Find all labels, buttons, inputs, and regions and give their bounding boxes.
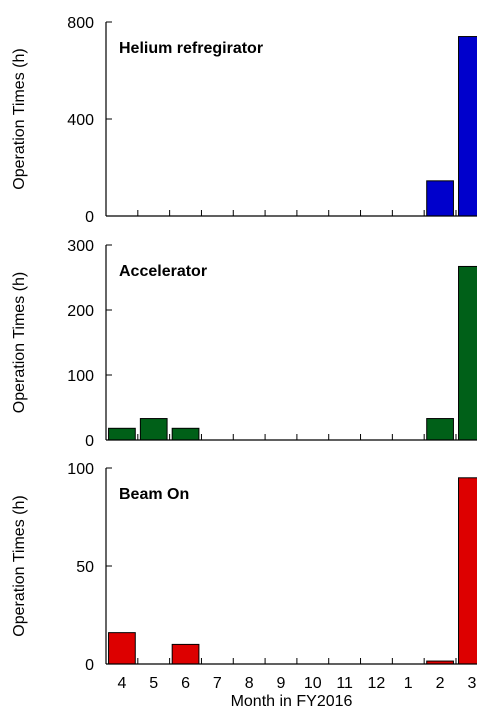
y-tick-label: 300 <box>67 238 94 255</box>
bar-3 <box>458 36 477 217</box>
bar-3 <box>458 477 477 665</box>
y-tick-label: 0 <box>85 657 94 674</box>
y-tick-label: 100 <box>67 461 94 478</box>
y-axis-label: Operation Times (h) <box>11 48 28 189</box>
y-tick-label: 800 <box>67 15 94 32</box>
y-tick-label: 400 <box>67 112 94 129</box>
panel-1: 0 400 800 Operation Times (h) Helium refregi… <box>11 15 477 226</box>
x-tick-label-9: 9 <box>277 675 286 692</box>
panel-3: 0 50 100 Operation Times (h) Beam On 4 5 6 7 8 9 10… <box>11 461 477 692</box>
x-tick-label-3: 3 <box>467 675 476 692</box>
panel-title: Accelerator <box>119 263 207 280</box>
x-tick-label-12: 12 <box>368 675 386 692</box>
panel-title: Helium refregirator <box>119 40 263 57</box>
y-axis-label: Operation Times (h) <box>11 495 28 636</box>
y-tick-label: 100 <box>67 368 94 385</box>
bar-6 <box>171 643 200 665</box>
y-tick-label: 0 <box>85 433 94 450</box>
bar-5 <box>139 418 168 441</box>
bar-2 <box>426 418 454 441</box>
bar-4 <box>108 427 136 441</box>
y-tick-label: 50 <box>76 559 94 576</box>
y-tick-label: 0 <box>85 209 94 226</box>
x-tick-label-7: 7 <box>213 675 222 692</box>
x-tick-label-2: 2 <box>436 675 445 692</box>
bar-4 <box>108 632 136 665</box>
panel-title: Beam On <box>119 486 189 503</box>
x-axis-label: Month in FY2016 <box>231 693 353 710</box>
x-tick-label-11: 11 <box>336 675 353 692</box>
panel-2: 0 100 200 300 Operation Times (h) Accelerator <box>11 238 477 450</box>
x-tick-label-8: 8 <box>245 675 254 692</box>
x-tick-label-1: 1 <box>404 675 413 692</box>
x-tick-label-5: 5 <box>149 675 158 692</box>
x-tick-label-10: 10 <box>304 675 322 692</box>
bar-3 <box>458 265 477 441</box>
x-tick-label-4: 4 <box>117 675 126 692</box>
bar-2 <box>426 180 454 217</box>
y-tick-label: 200 <box>67 303 94 320</box>
x-tick-label-6: 6 <box>181 675 190 692</box>
y-axis-label: Operation Times (h) <box>11 272 28 413</box>
bar-6 <box>171 427 200 441</box>
